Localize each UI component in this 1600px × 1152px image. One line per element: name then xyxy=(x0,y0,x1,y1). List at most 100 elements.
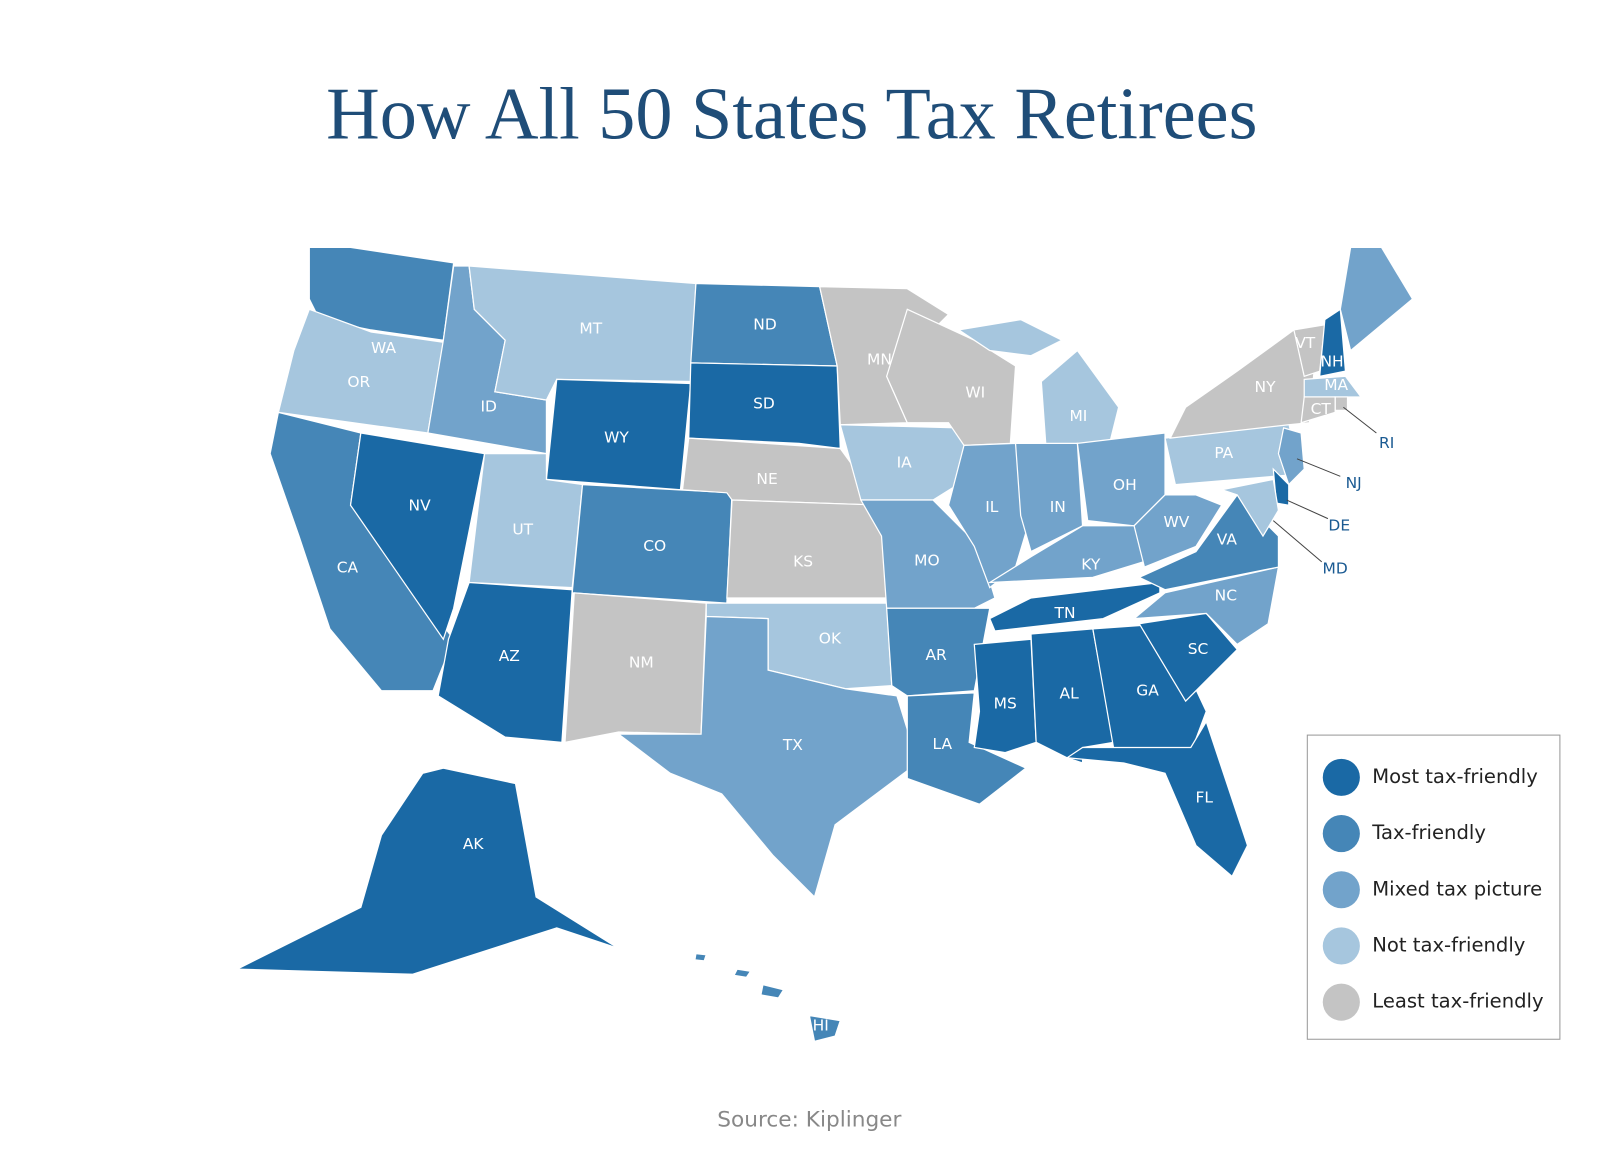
legend-swatch xyxy=(1322,758,1360,796)
title: How All 50 States Tax Retirees xyxy=(326,74,1257,156)
state xyxy=(437,581,573,743)
state-label: CT xyxy=(1311,400,1332,418)
state-label: ID xyxy=(480,398,496,416)
state-label: WV xyxy=(1163,513,1189,531)
state-label: MS xyxy=(994,695,1017,713)
state xyxy=(1334,396,1349,411)
state-label: NC xyxy=(1215,586,1237,604)
legend-label: Least tax-friendly xyxy=(1372,990,1543,1013)
state-label: WA xyxy=(371,339,396,357)
state xyxy=(1277,427,1305,486)
state xyxy=(760,983,785,999)
leader-line xyxy=(1343,406,1377,434)
legend-swatch xyxy=(1322,815,1360,853)
state xyxy=(1219,478,1280,538)
state-label: VA xyxy=(1217,531,1238,549)
state-label: GA xyxy=(1136,681,1159,699)
state xyxy=(1339,246,1414,352)
legend: Most tax-friendly Tax-friendly Mixed tax p… xyxy=(1322,758,1544,1021)
state-label: SD xyxy=(753,395,775,413)
state-label: SC xyxy=(1188,640,1209,658)
state xyxy=(1303,375,1363,398)
state xyxy=(1014,442,1084,553)
state xyxy=(1132,566,1280,646)
state-label: AL xyxy=(1060,684,1080,702)
state xyxy=(726,499,888,599)
state-label: AK xyxy=(463,835,485,853)
state-label: TX xyxy=(782,736,803,754)
state xyxy=(988,581,1161,632)
state-label: NM xyxy=(629,653,654,671)
state-label: ND xyxy=(753,315,776,333)
state-label: CA xyxy=(337,559,359,577)
state-label: PA xyxy=(1214,444,1233,462)
state-label: NH xyxy=(1320,352,1343,370)
state-label: RI xyxy=(1379,434,1394,452)
state-label: WI xyxy=(965,383,985,401)
state xyxy=(236,767,619,975)
state-label: WY xyxy=(604,429,629,447)
state-label: MA xyxy=(1324,376,1348,394)
state xyxy=(1040,349,1120,455)
state-label: DE xyxy=(1328,516,1350,534)
state-label: UT xyxy=(512,520,533,538)
state-label: KS xyxy=(793,552,813,570)
state-label: IL xyxy=(985,498,999,516)
state xyxy=(957,318,1064,357)
legend-label: Mixed tax picture xyxy=(1372,877,1542,900)
state-label: MN xyxy=(867,350,892,368)
state xyxy=(1300,396,1336,424)
state-label: LA xyxy=(933,735,953,753)
state xyxy=(1137,493,1280,591)
legend-swatch xyxy=(1322,871,1360,909)
state xyxy=(688,362,841,450)
state-label: AR xyxy=(925,646,947,664)
state-label: MD xyxy=(1323,560,1348,578)
state xyxy=(906,692,1028,805)
legend-swatch xyxy=(1322,927,1360,965)
legend-swatch xyxy=(1322,983,1360,1021)
state xyxy=(1169,329,1316,439)
leader-line xyxy=(1272,520,1323,563)
state-label: OH xyxy=(1113,476,1137,494)
state xyxy=(694,953,708,962)
state xyxy=(616,615,919,899)
state-label: CO xyxy=(643,537,666,555)
states xyxy=(236,246,1414,1043)
state xyxy=(308,246,455,341)
state-label: KY xyxy=(1081,555,1101,573)
source: Source: Kiplinger xyxy=(717,1108,901,1133)
legend-label: Most tax-friendly xyxy=(1372,765,1538,788)
state-label: MT xyxy=(579,319,602,337)
leader-line xyxy=(1286,499,1329,520)
legend-label: Tax-friendly xyxy=(1371,821,1486,844)
state xyxy=(1133,494,1223,568)
state-label: NE xyxy=(756,470,777,488)
state-label: NJ xyxy=(1346,474,1362,492)
state xyxy=(885,607,991,697)
state-label: HI xyxy=(813,1016,829,1034)
state-label: OK xyxy=(819,630,842,648)
state xyxy=(733,968,752,979)
state xyxy=(808,1014,842,1043)
state-label: AZ xyxy=(499,647,520,665)
legend-label: Not tax-friendly xyxy=(1372,933,1525,956)
state-label: VT xyxy=(1295,334,1316,352)
state-label: FL xyxy=(1195,788,1213,806)
state xyxy=(859,499,996,609)
state-label: MI xyxy=(1069,407,1087,425)
leader-line xyxy=(1296,458,1341,477)
state xyxy=(564,592,707,744)
state-label: IA xyxy=(897,453,913,471)
state xyxy=(1318,308,1347,378)
state-label: TN xyxy=(1054,604,1076,622)
state-label: OR xyxy=(347,373,370,391)
state xyxy=(349,432,486,641)
state-label: NY xyxy=(1255,378,1277,396)
state xyxy=(1138,612,1239,703)
state-label: MO xyxy=(914,551,940,569)
state xyxy=(1065,720,1249,878)
